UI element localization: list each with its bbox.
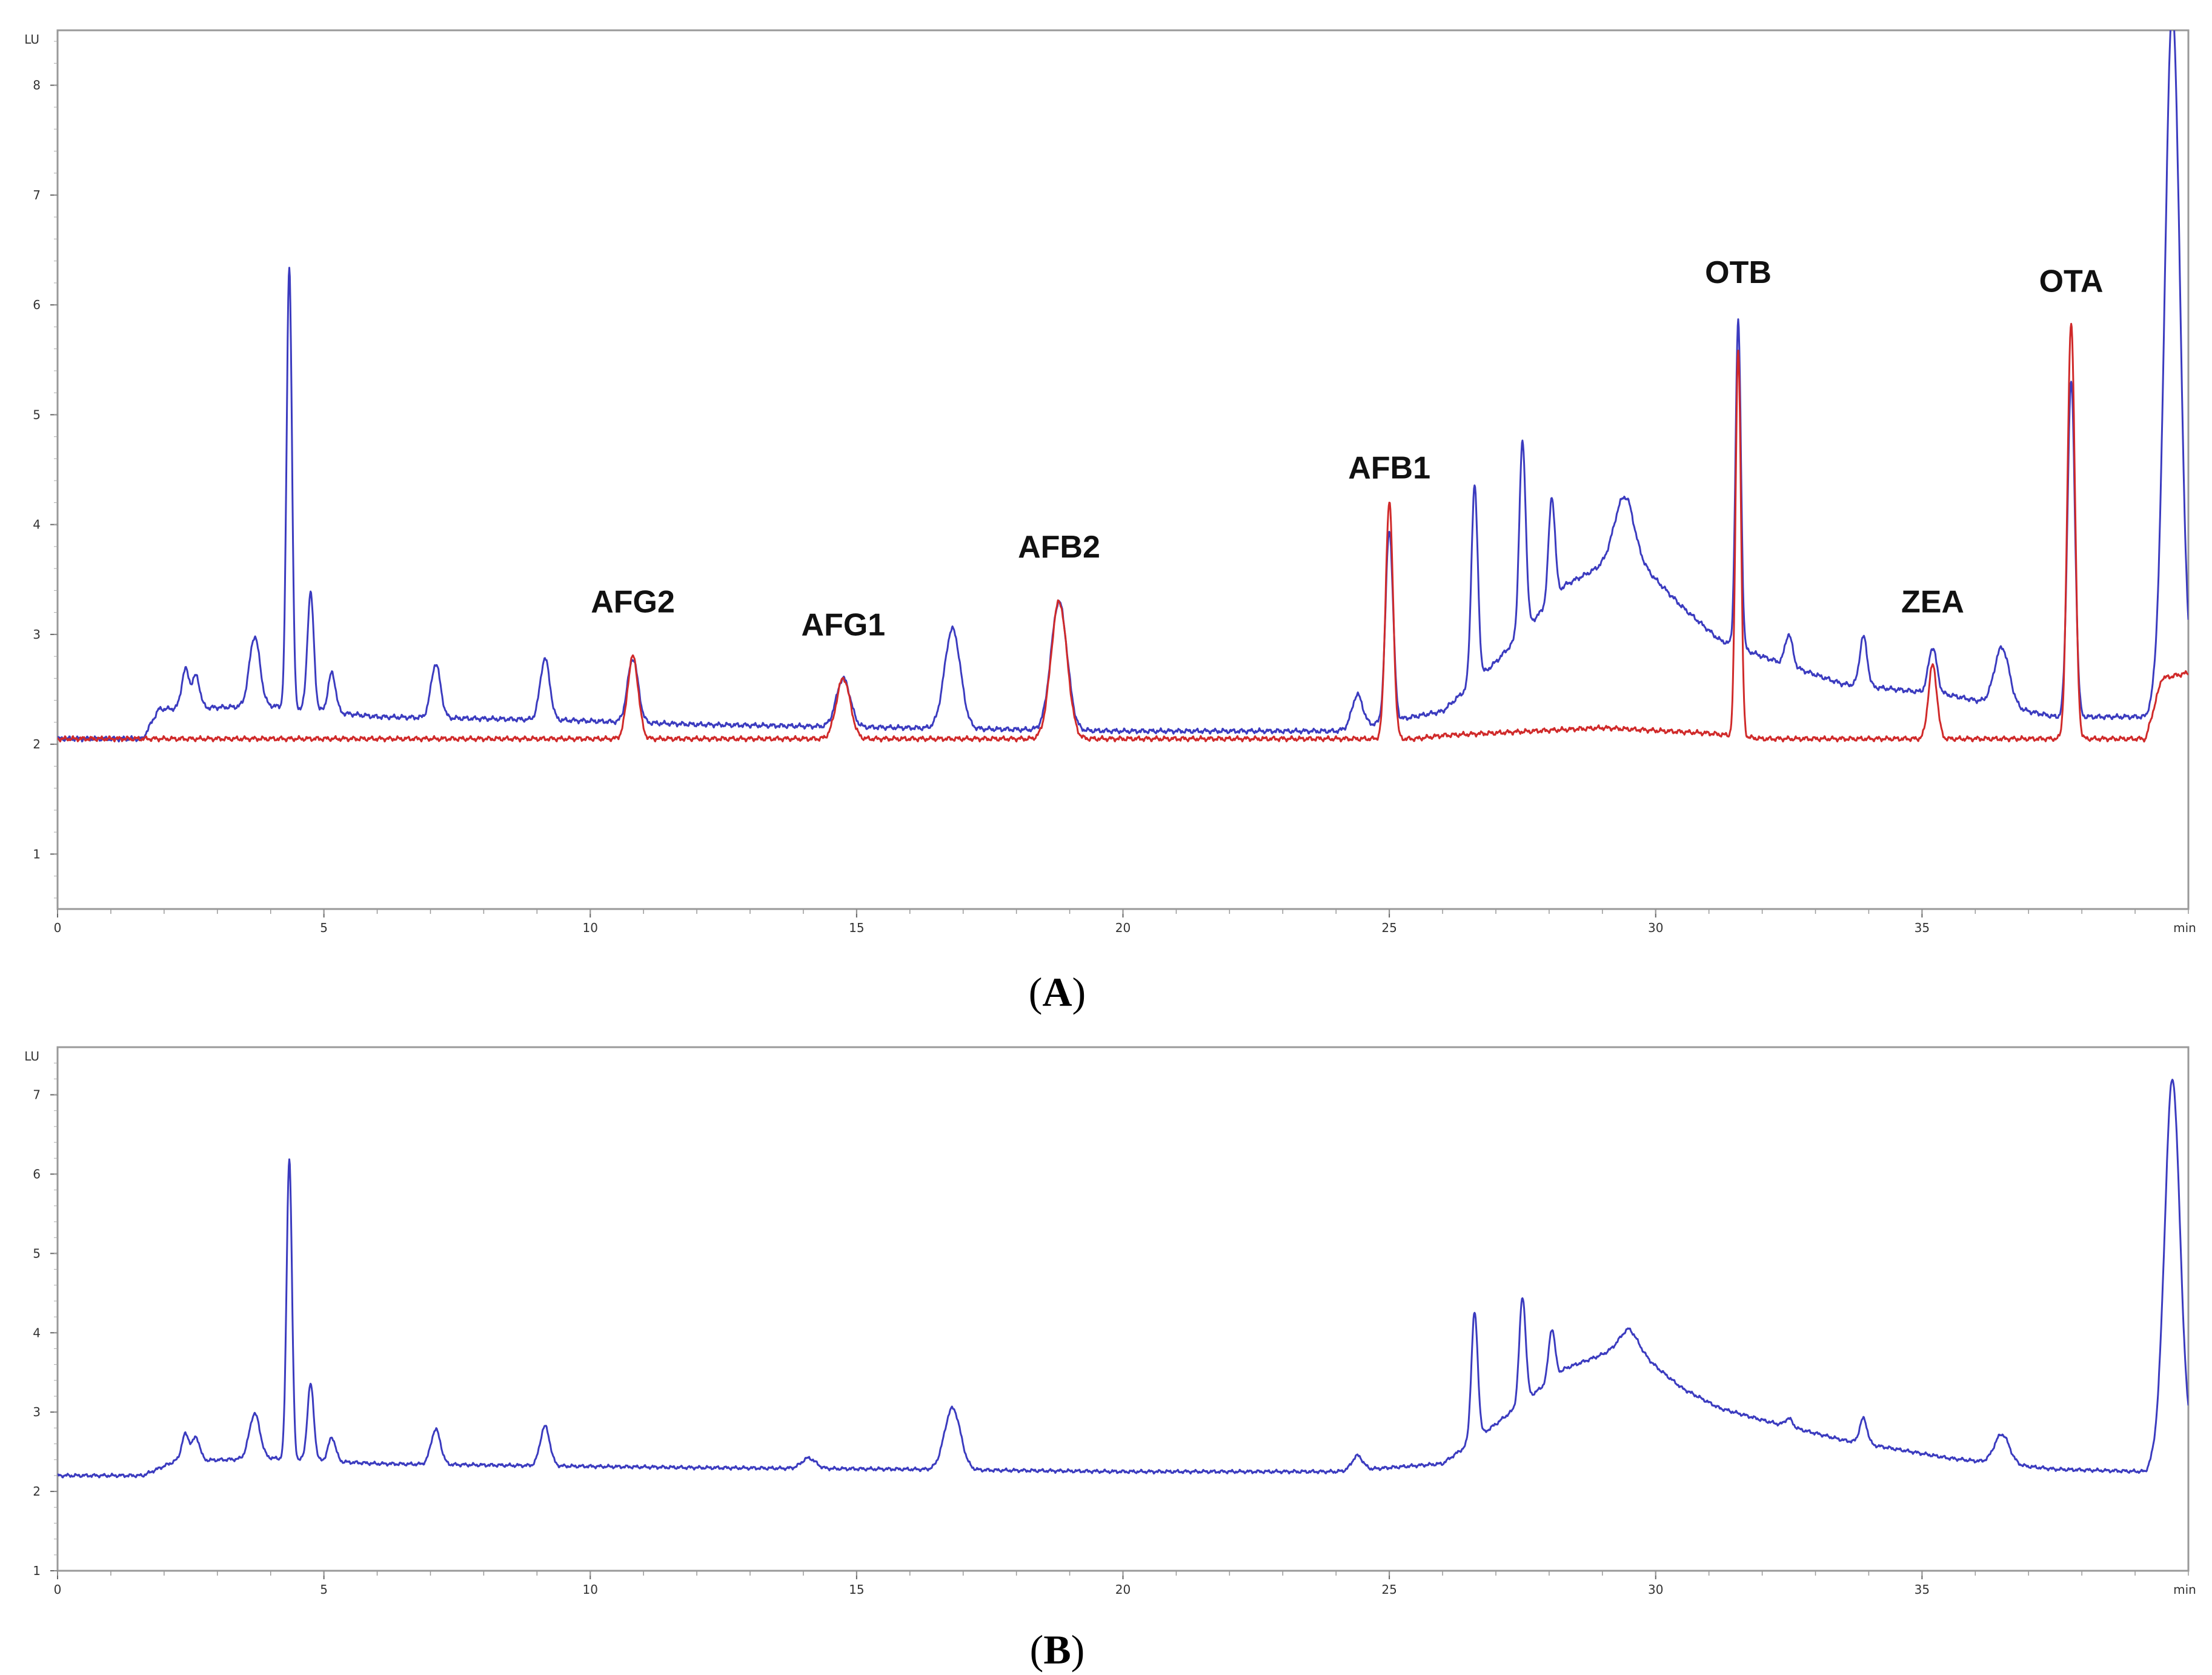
chromatogram-panel-a: 0 5 10 15 20 25 30 35 min 1 2 3 4 5 6 7 8 LU AFG2 AFG1 AFB2 A… — [24, 29, 2196, 1015]
x-tick-label: 10 — [583, 1582, 598, 1597]
plot-frame — [56, 1046, 2190, 1572]
peak-label-zea: ZEA — [1901, 585, 1964, 620]
x-tick-label: 35 — [1915, 1582, 1930, 1597]
y-tick-label: 3 — [33, 627, 41, 642]
y-tick-label: 5 — [33, 407, 41, 422]
chromatogram-panel-b: 0 5 10 15 20 25 30 35 min 1 2 3 4 5 6 7 LU (B) — [24, 1046, 2196, 1673]
x-unit-label: min — [2173, 921, 2196, 935]
plot-frame — [56, 29, 2190, 910]
x-tick-label: 20 — [1115, 921, 1131, 935]
y-tick-label: 2 — [33, 737, 41, 751]
y-tick-label: 1 — [33, 1563, 41, 1578]
x-tick-label: 15 — [849, 1582, 864, 1597]
x-tick-label: 5 — [320, 1582, 328, 1597]
x-tick-label: 30 — [1648, 1582, 1663, 1597]
x-tick-label: 35 — [1915, 921, 1930, 935]
x-tick-label: 25 — [1381, 1582, 1397, 1597]
peak-label-ota: OTA — [2039, 264, 2104, 299]
x-tick-label: 10 — [583, 921, 598, 935]
y-tick-label: 7 — [33, 1088, 41, 1102]
y-tick-label: 8 — [33, 78, 41, 93]
panel-label: (B) — [1030, 1627, 1085, 1673]
x-tick-label: 20 — [1115, 1582, 1131, 1597]
peak-label-afb1: AFB1 — [1348, 451, 1430, 486]
y-tick-label: 1 — [33, 847, 41, 861]
x-tick-label: 0 — [54, 921, 62, 935]
peak-label-afb2: AFB2 — [1018, 530, 1100, 565]
sample-trace-line — [58, 1079, 2188, 1479]
peak-label-afg2: AFG2 — [591, 585, 675, 620]
peak-label-otb: OTB — [1705, 255, 1772, 290]
x-tick-label: 5 — [320, 921, 328, 935]
y-tick-label: 2 — [33, 1484, 41, 1499]
peak-label-afg1: AFG1 — [802, 608, 886, 643]
x-tick-label: 30 — [1648, 921, 1663, 935]
y-unit-label: LU — [24, 1049, 39, 1064]
y-tick-label: 6 — [33, 298, 41, 312]
y-tick-label: 7 — [33, 188, 41, 202]
y-tick-label: 4 — [33, 518, 41, 532]
standard-trace-line — [58, 322, 2188, 743]
sample-trace-line — [58, 30, 2188, 743]
panel-label: (A) — [1029, 969, 1086, 1015]
x-unit-label: min — [2173, 1582, 2196, 1597]
x-tick-label: 15 — [849, 921, 864, 935]
y-tick-label: 5 — [33, 1246, 41, 1260]
y-unit-label: LU — [24, 32, 39, 47]
y-tick-label: 6 — [33, 1167, 41, 1181]
x-tick-label: 25 — [1381, 921, 1397, 935]
y-tick-label: 3 — [33, 1405, 41, 1419]
x-tick-label: 0 — [54, 1582, 62, 1597]
y-tick-label: 4 — [33, 1325, 41, 1340]
